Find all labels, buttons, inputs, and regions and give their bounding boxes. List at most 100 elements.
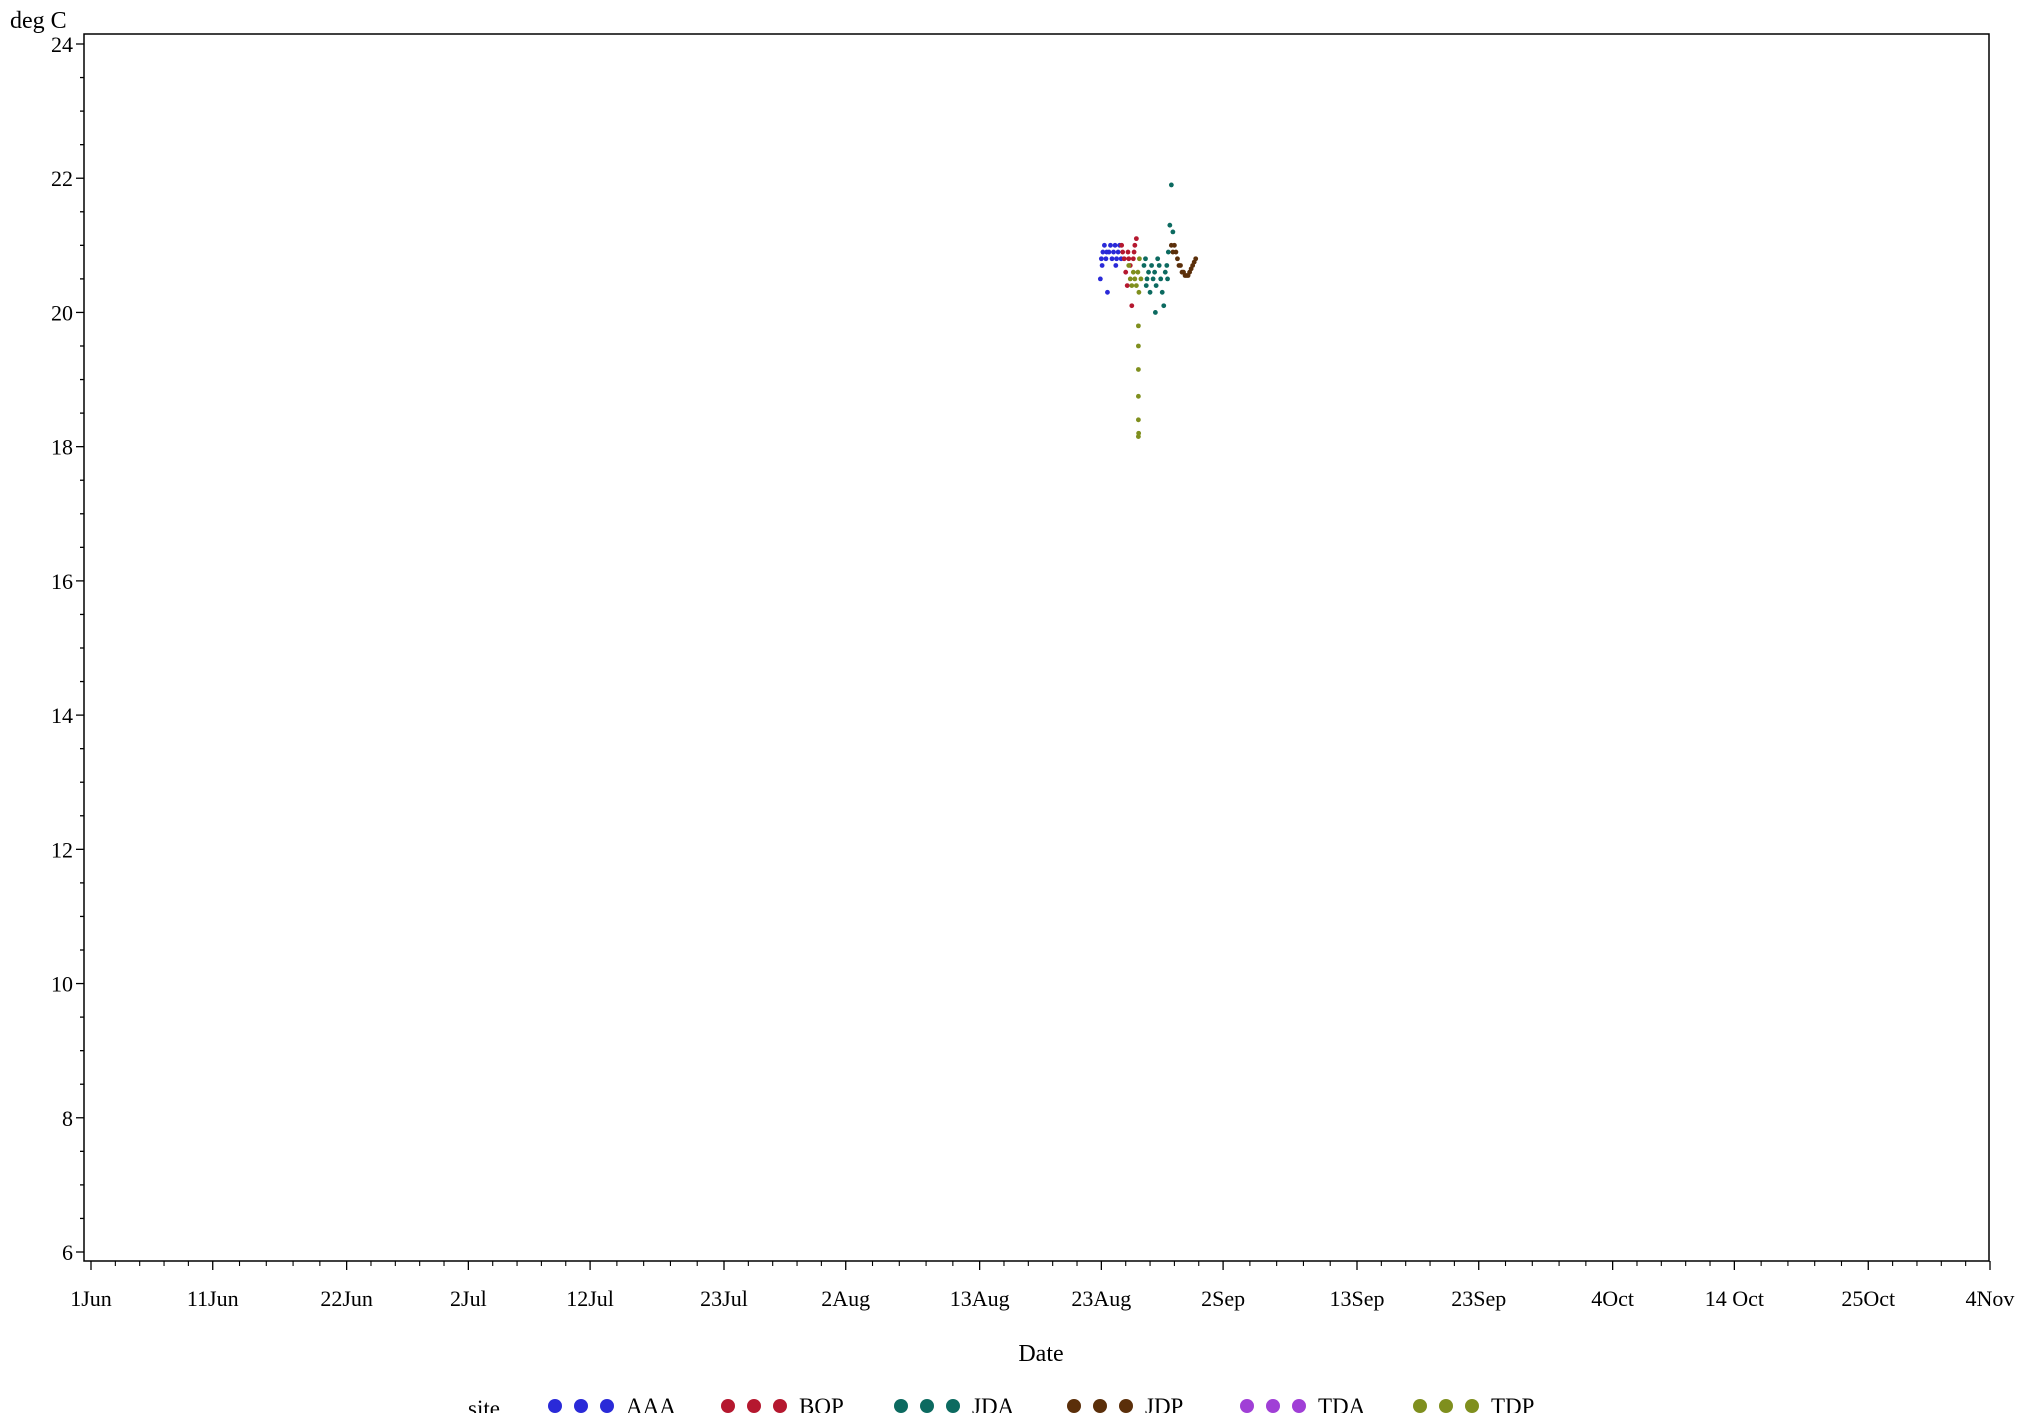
data-point-jda (1152, 269, 1158, 275)
x-tick-label: 4Nov (1966, 1286, 2015, 1311)
x-tick-label: 13Aug (950, 1286, 1010, 1311)
data-point-aaa (1097, 276, 1103, 282)
x-tick-label: 4Oct (1591, 1286, 1634, 1311)
legend-marker-jdp (1119, 1399, 1133, 1413)
legend-marker-tdp (1413, 1399, 1427, 1413)
data-point-jda (1150, 276, 1156, 282)
data-point-aaa (1098, 256, 1104, 262)
data-point-jda (1168, 182, 1174, 188)
data-point-tdp (1135, 343, 1141, 349)
legend-marker-tdp (1465, 1399, 1479, 1413)
data-point-jda (1170, 229, 1176, 235)
data-point-bop (1119, 242, 1125, 248)
data-point-tdp (1130, 269, 1136, 275)
data-point-bop (1133, 236, 1139, 242)
data-point-tdp (1126, 263, 1132, 268)
data-point-jda (1165, 276, 1170, 282)
legend-marker-jdp (1093, 1399, 1107, 1413)
data-point-tdp (1135, 269, 1141, 275)
data-points (1097, 182, 1199, 439)
x-tick-label: 1Jun (70, 1286, 112, 1311)
data-point-aaa (1104, 249, 1110, 255)
y-tick-label: 10 (51, 972, 73, 997)
data-point-tdp (1135, 393, 1141, 399)
legend-marker-aaa (600, 1399, 614, 1413)
data-point-bop (1130, 256, 1136, 262)
data-point-jda (1149, 263, 1154, 268)
y-tick-label: 14 (51, 703, 73, 728)
legend-marker-jda (946, 1399, 960, 1413)
x-tick-label: 2Aug (821, 1286, 870, 1311)
data-point-aaa (1105, 289, 1110, 295)
data-point-jdp (1170, 249, 1176, 255)
x-tick-label: 11Jun (187, 1286, 239, 1311)
data-point-bop (1120, 249, 1126, 255)
legend-title: site (468, 1396, 500, 1413)
legend-marker-jda (894, 1399, 908, 1413)
legend: site AAA BOP JDA JDP TDA TDP (468, 1394, 1534, 1413)
data-point-bop (1124, 283, 1130, 288)
y-tick-label: 24 (51, 32, 73, 57)
data-point-tdp (1135, 417, 1141, 423)
y-tick-label: 18 (51, 435, 73, 460)
data-point-jda (1144, 276, 1150, 282)
data-point-tdp (1136, 430, 1142, 436)
y-tick-label: 12 (51, 837, 73, 862)
y-tick-label: 8 (62, 1106, 73, 1131)
data-point-aaa (1103, 256, 1109, 262)
data-point-bop (1125, 249, 1131, 255)
data-point-aaa (1099, 263, 1105, 268)
x-tick-label: 13Sep (1330, 1286, 1385, 1311)
data-point-jda (1164, 263, 1170, 268)
data-point-tdp (1135, 323, 1141, 329)
data-point-jdp (1178, 263, 1183, 268)
legend-marker-aaa (574, 1399, 588, 1413)
legend-marker-bop (773, 1399, 787, 1413)
data-point-aaa (1113, 263, 1119, 268)
data-point-aaa (1114, 256, 1119, 262)
data-point-bop (1121, 256, 1127, 262)
data-point-jdp (1175, 256, 1180, 262)
data-point-jda (1161, 303, 1167, 309)
data-point-aaa (1112, 242, 1118, 248)
data-point-jda (1155, 256, 1161, 262)
data-point-bop (1129, 303, 1135, 309)
data-point-jda (1162, 269, 1168, 275)
data-point-jda (1156, 263, 1162, 268)
plot-frame (83, 33, 1990, 1262)
legend-label-jda: JDA (972, 1394, 1015, 1413)
x-axis: 1Jun 11Jun 22Jun 2Jul 12Jul 23Jul 2Aug 13Aug 23A… (70, 1261, 2014, 1311)
x-tick-label: 12Jul (566, 1286, 614, 1311)
legend-marker-bop (747, 1399, 761, 1413)
data-point-tdp (1135, 367, 1141, 372)
data-point-jda (1146, 269, 1151, 275)
x-tick-label: 14 Oct (1705, 1286, 1764, 1311)
x-tick-label: 25Oct (1841, 1286, 1895, 1311)
data-point-bop (1131, 249, 1137, 255)
data-point-tdp (1132, 276, 1138, 282)
data-point-tdp (1137, 256, 1142, 262)
data-point-tdp (1138, 276, 1144, 282)
data-point-tdp (1129, 283, 1135, 288)
data-point-bop (1132, 242, 1138, 248)
data-point-jda (1141, 263, 1147, 268)
y-axis-title: deg C (10, 8, 67, 34)
data-point-aaa (1115, 249, 1121, 255)
data-point-tdp (1127, 276, 1133, 282)
data-point-jdp (1168, 242, 1174, 248)
legend-label-bop: BOP (799, 1394, 844, 1413)
data-point-jda (1147, 289, 1153, 295)
x-tick-label: 22Jun (320, 1286, 373, 1311)
data-point-jdp (1193, 256, 1199, 262)
legend-marker-jdp (1067, 1399, 1081, 1413)
x-tick-label: 2Jul (450, 1286, 487, 1311)
legend-marker-tda (1266, 1399, 1280, 1413)
data-point-jda (1143, 256, 1148, 262)
legend-label-aaa: AAA (626, 1394, 676, 1413)
data-point-jda (1152, 310, 1158, 315)
data-point-tdp (1133, 283, 1139, 288)
legend-marker-aaa (548, 1399, 562, 1413)
data-point-bop (1123, 269, 1129, 275)
legend-marker-tda (1292, 1399, 1306, 1413)
